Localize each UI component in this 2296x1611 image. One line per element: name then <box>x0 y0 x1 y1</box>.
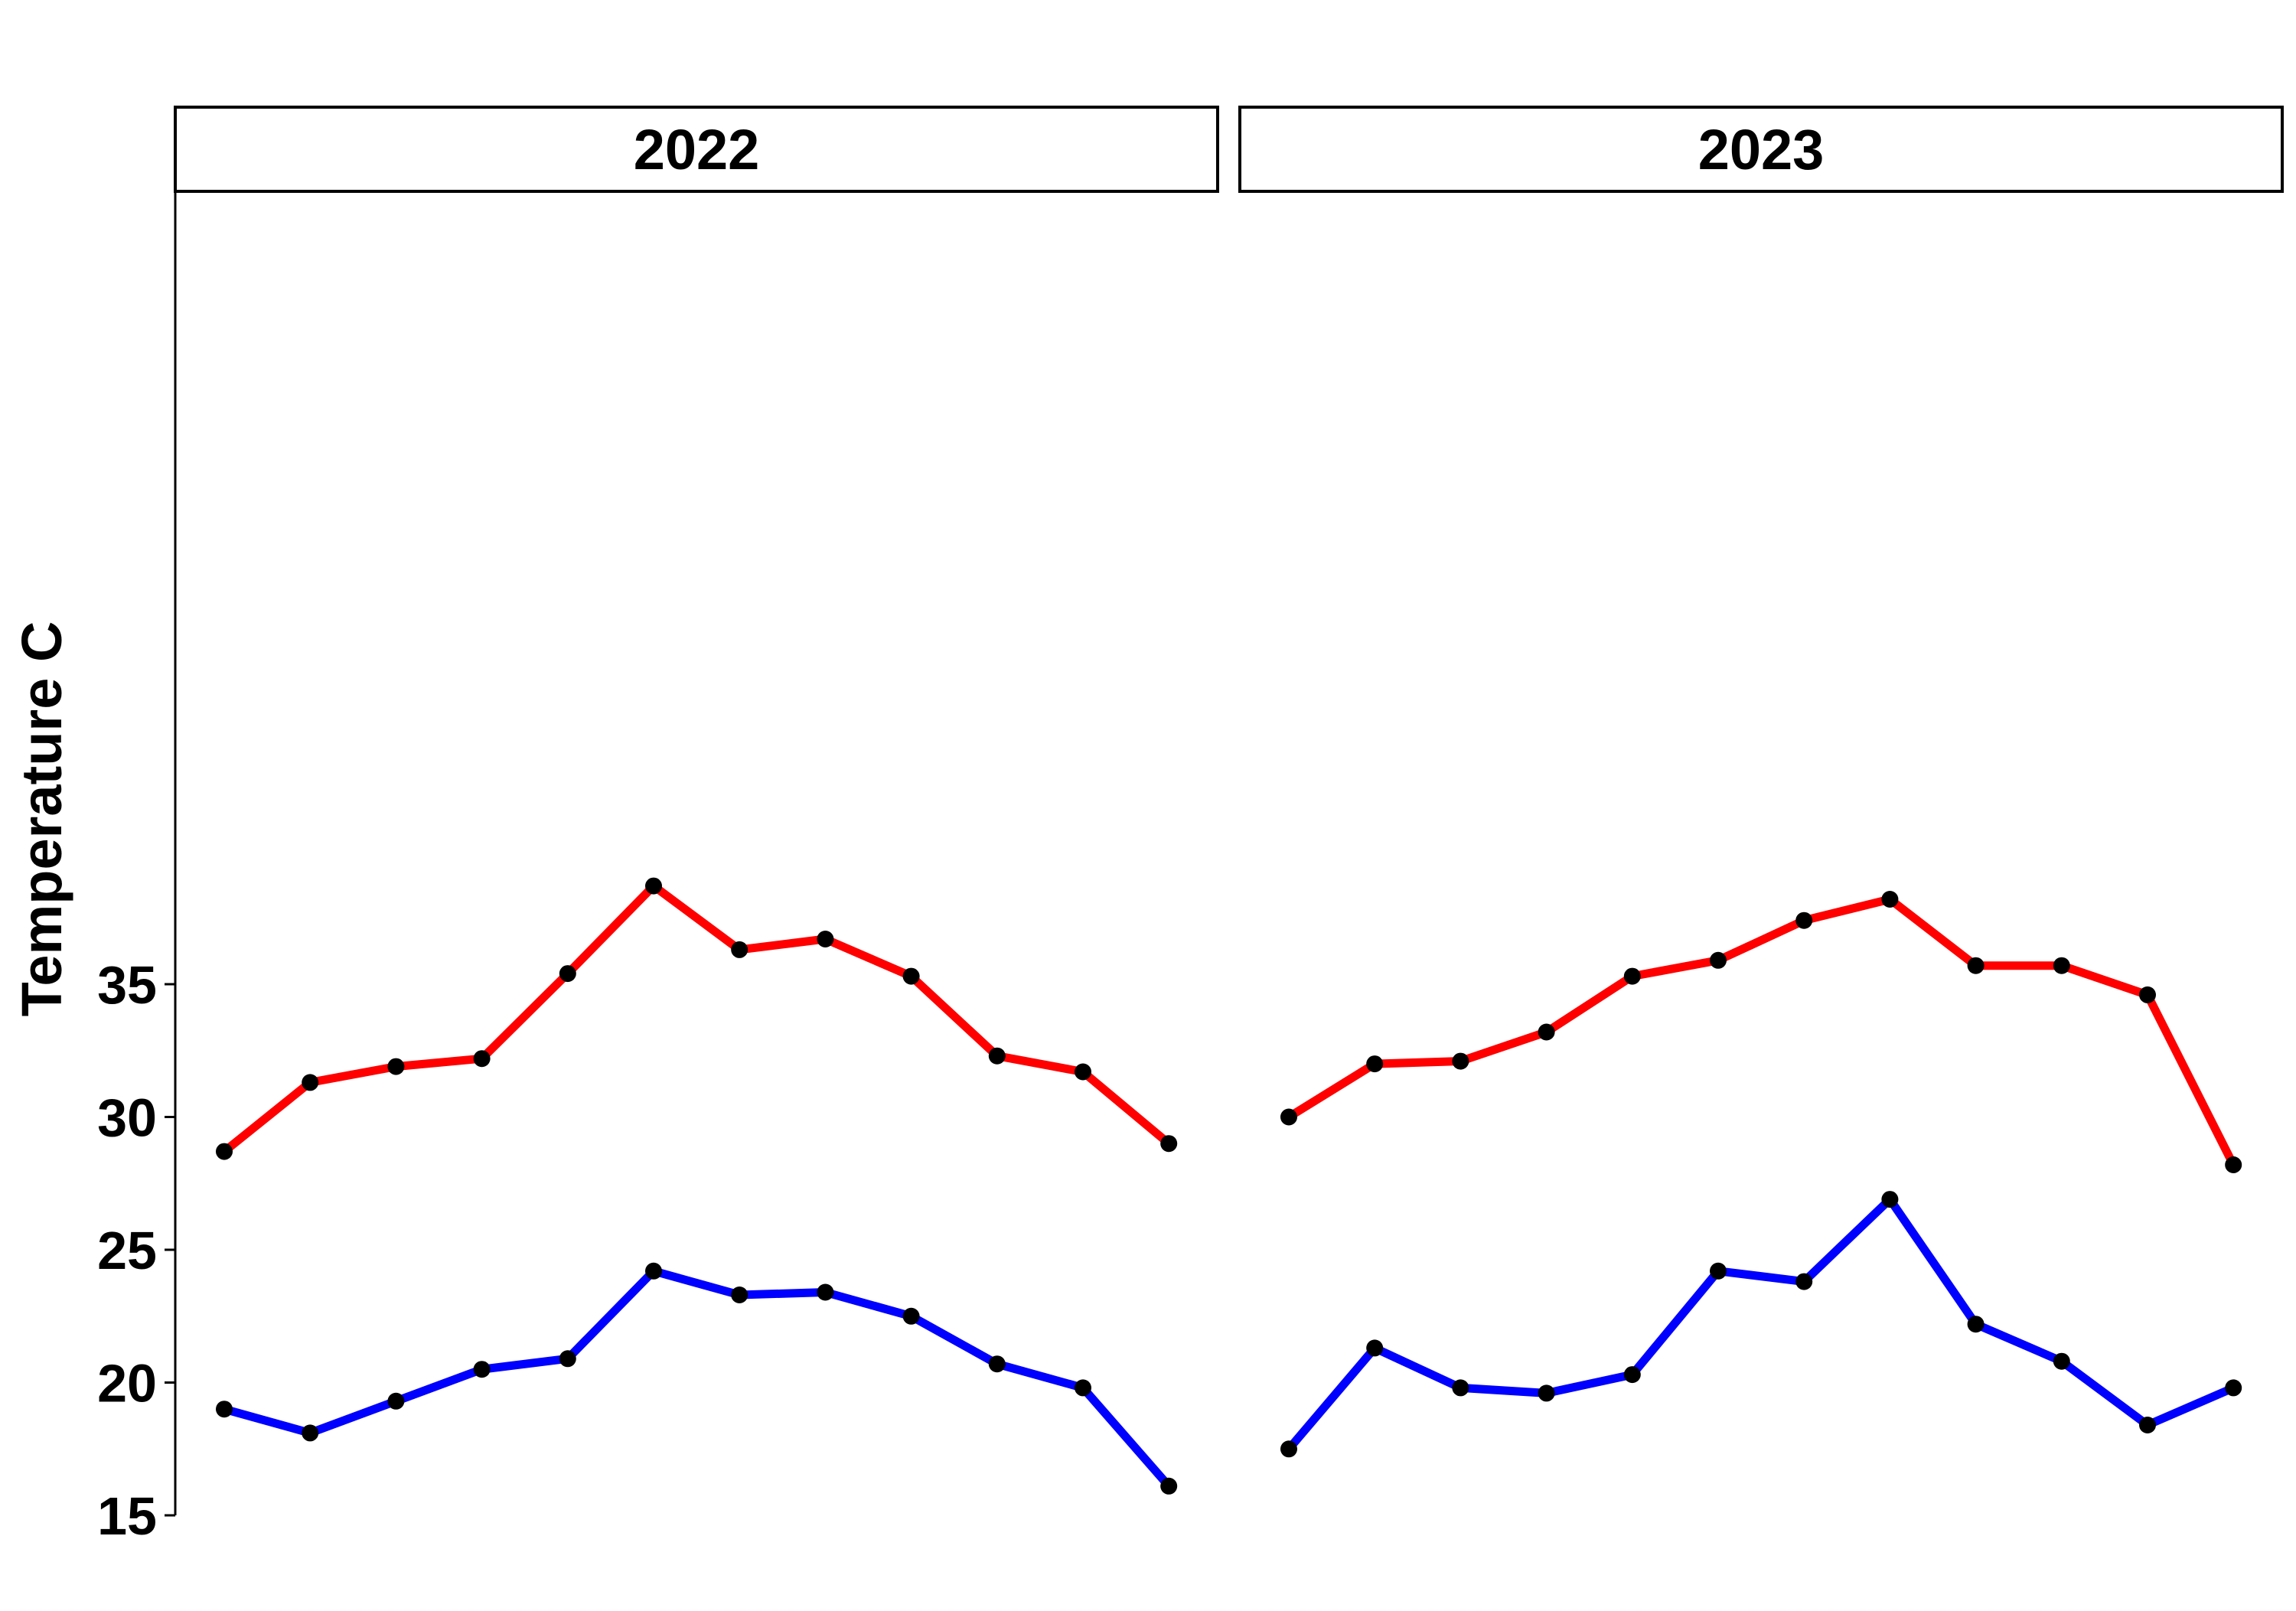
series-line-min <box>220 1267 1173 1491</box>
facet-strip-label: 2023 <box>1698 118 1825 181</box>
data-point-max <box>2053 957 2070 974</box>
data-point-max <box>302 1074 319 1091</box>
data-point-min <box>731 1287 748 1303</box>
data-point-max <box>1795 911 1813 929</box>
data-point-max <box>1623 967 1641 985</box>
data-point-min <box>1075 1379 1091 1397</box>
data-point-max <box>2139 986 2156 1003</box>
series-line-min <box>1284 1195 2238 1453</box>
data-point-min <box>1881 1191 1899 1208</box>
data-point-min <box>1280 1440 1297 1458</box>
y-axis-title: Temperature C <box>10 621 73 1017</box>
data-point-min <box>1795 1273 1813 1290</box>
data-point-min <box>645 1262 662 1280</box>
data-point-max <box>1967 957 1985 974</box>
data-point-min <box>1538 1384 1555 1402</box>
data-point-min <box>302 1424 319 1442</box>
data-point-max <box>2225 1156 2242 1173</box>
data-point-max <box>473 1050 491 1068</box>
data-point-max <box>216 1143 233 1160</box>
y-tick-label: 35 <box>97 955 157 1015</box>
data-point-min <box>988 1355 1006 1373</box>
series-line-max <box>220 882 1173 1156</box>
data-point-min <box>1710 1262 1727 1280</box>
facet-strip-label: 2022 <box>634 118 760 181</box>
facet-strip <box>174 106 1219 193</box>
data-point-min <box>902 1307 920 1325</box>
data-point-min <box>1366 1339 1384 1357</box>
data-point-max <box>731 941 748 958</box>
data-point-max <box>1710 951 1727 969</box>
data-point-max <box>1366 1055 1384 1073</box>
facet-panels: 2022 2023 <box>174 106 2284 1495</box>
data-point-min <box>2053 1352 2070 1370</box>
data-point-min <box>1967 1316 1985 1333</box>
data-point-min <box>1452 1379 1469 1397</box>
data-point-min <box>473 1361 491 1378</box>
y-tick-label: 15 <box>97 1486 157 1546</box>
data-point-max <box>902 967 920 985</box>
data-point-min <box>2139 1417 2156 1433</box>
data-point-min <box>387 1392 405 1410</box>
y-axis: 15 20 25 30 35 <box>97 191 177 1546</box>
data-point-max <box>1452 1052 1469 1070</box>
y-tick-label: 20 <box>97 1354 157 1414</box>
data-point-max <box>1160 1135 1178 1153</box>
y-tick-label: 25 <box>97 1221 157 1280</box>
data-point-max <box>645 877 662 895</box>
data-point-min <box>1160 1477 1178 1495</box>
data-point-max <box>1280 1108 1297 1126</box>
data-point-max <box>1075 1063 1091 1081</box>
y-tick-label: 30 <box>97 1088 157 1148</box>
data-point-min <box>2225 1379 2242 1397</box>
data-point-max <box>817 931 834 947</box>
data-point-max <box>559 965 576 983</box>
data-point-max <box>387 1058 405 1075</box>
data-point-min <box>817 1283 834 1301</box>
facet-strip <box>1238 106 2284 193</box>
series-line-max <box>1284 895 2238 1169</box>
data-point-min <box>559 1350 576 1368</box>
data-point-max <box>1881 891 1899 908</box>
data-point-max <box>988 1047 1006 1065</box>
data-point-max <box>1538 1023 1555 1041</box>
facet-panel-2022: 2022 <box>174 106 1219 1495</box>
data-point-min <box>216 1401 233 1418</box>
facet-panel-2023: 2023 <box>1238 106 2284 1458</box>
data-point-min <box>1623 1366 1641 1384</box>
